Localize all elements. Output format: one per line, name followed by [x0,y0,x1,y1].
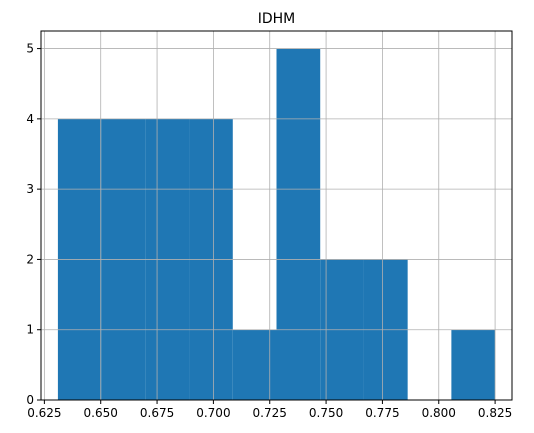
x-tick-label: 0.625 [27,406,61,420]
x-tick-label: 0.700 [196,406,230,420]
histogram-bar [451,329,496,400]
y-tick-label: 2 [26,252,34,266]
histogram-bar [232,329,277,400]
plot-frame [40,30,513,401]
axes: 0.625 0.650 0.675 0.700 0.725 0.750 0.775 0.800… [26,30,513,420]
x-tick-label: 0.675 [140,406,174,420]
histogram-bars [57,48,496,400]
x-tick-label: 0.750 [309,406,343,420]
x-tick-label: 0.725 [253,406,287,420]
histogram-bar [276,48,321,400]
x-tick-label: 0.650 [84,406,118,420]
y-tick-label: 4 [26,112,34,126]
x-tick-label: 0.825 [478,406,512,420]
x-tick-label: 0.775 [365,406,399,420]
chart-title: IDHM [258,11,296,27]
y-tick-label: 0 [26,393,34,407]
y-tick-label: 3 [26,182,34,196]
y-tick-label: 5 [26,42,34,56]
y-tick-label: 1 [26,323,34,337]
x-tick-label: 0.800 [422,406,456,420]
